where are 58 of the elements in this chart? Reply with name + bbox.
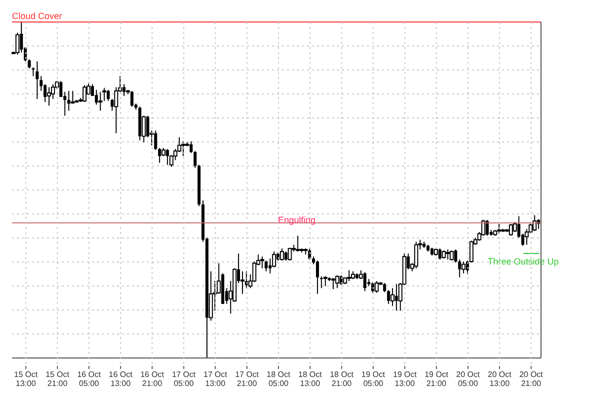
x-tick-label: 16 Oct 13:00 (108, 370, 134, 388)
candlestick (260, 256, 264, 269)
x-tick-label: 17 Oct 13:00 (204, 370, 228, 388)
candlestick (44, 84, 47, 102)
candlestick (158, 148, 162, 164)
x-tick-label: 17 Oct 21:00 (235, 370, 260, 388)
candlestick (446, 248, 450, 260)
candlestick (47, 86, 52, 106)
x-tick-label: 20 Oct 13:00 (488, 370, 512, 388)
candlestick (532, 214, 537, 232)
ref-line-label: Cloud Cover (12, 11, 62, 21)
candlestick (481, 219, 486, 236)
candlestick (146, 115, 150, 138)
candlestick (486, 219, 489, 236)
candlestick (363, 272, 366, 292)
candlestick (323, 276, 328, 287)
candlestick (268, 258, 272, 274)
candlestick (450, 250, 454, 262)
x-tick-label: 15 Oct 13:00 (14, 370, 38, 388)
candlestick (130, 90, 134, 108)
candlestick (106, 89, 110, 102)
x-tick-label: 19 Oct 21:00 (424, 370, 449, 388)
candlestick (70, 90, 75, 104)
candlestick (36, 60, 39, 100)
candlestick (296, 235, 300, 252)
x-tick-label: 18 Oct 21:00 (330, 370, 354, 388)
candlestick (390, 288, 394, 306)
candlestick (82, 84, 87, 102)
candlestick (67, 90, 70, 112)
candlestick (458, 259, 462, 278)
candlestick (387, 290, 390, 304)
candlestick (335, 274, 340, 289)
candlestick (194, 150, 197, 168)
candlestick (497, 223, 502, 234)
candlestick (508, 223, 513, 236)
candlestick (331, 278, 336, 290)
x-tick-label: 20 Oct 05:00 (456, 370, 481, 388)
candlestick (280, 248, 284, 262)
candlestick (316, 260, 319, 294)
x-tick-label: 15 Oct 21:00 (46, 370, 70, 388)
x-tick-label: 19 Oct 05:00 (361, 370, 386, 388)
x-tick-label: 19 Oct 13:00 (393, 370, 418, 388)
x-tick-label: 18 Oct 05:00 (266, 370, 292, 388)
candlestick (98, 91, 102, 112)
candlestick (28, 58, 31, 69)
candlestick (288, 247, 292, 262)
x-tick-label: 18 Oct 13:00 (298, 370, 323, 388)
x-tick-label: 16 Oct 21:00 (140, 370, 165, 388)
annotation: Engulfing (278, 215, 316, 225)
x-tick-label: 20 Oct 21:00 (519, 370, 544, 388)
candlestick (347, 270, 352, 282)
x-tick-label: 16 Oct 05:00 (77, 370, 102, 388)
candlestick (462, 261, 466, 274)
candlestick (414, 241, 418, 269)
candlestick (59, 80, 62, 98)
candlestick (181, 140, 186, 157)
candlestick (374, 280, 379, 294)
x-tick-label: 17 Oct 05:00 (172, 370, 196, 388)
